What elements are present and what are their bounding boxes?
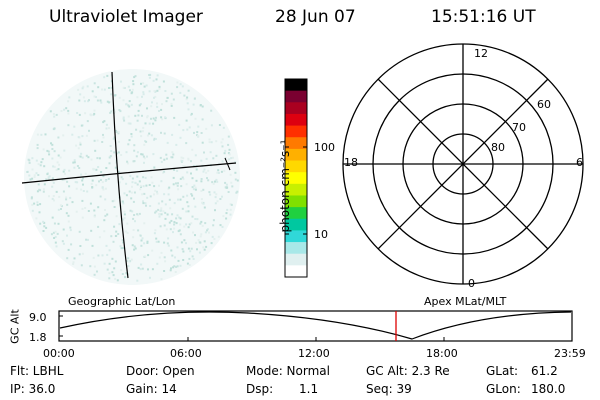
meridian-line [111,71,129,279]
colorbar-segment [285,160,307,173]
time-tick-2359: 23:59 [554,347,586,360]
parallel-line [21,162,237,184]
time-tick-1200: 12:00 [298,347,330,360]
colorbar-frame [284,78,308,278]
colorbar-segment [285,195,307,208]
instrument-title: Ultraviolet Imager [49,7,203,27]
glon-value: 180.0 [531,382,566,396]
colorbar-segment [285,253,307,266]
image-disk [24,69,240,285]
dsp-label: Dsp: [246,382,274,396]
colorbar-segment [285,172,307,185]
ip-info: IP: 36.0 [10,382,56,396]
door-info: Door: Open [126,364,195,378]
colorbar-label-100: 100 [314,141,335,154]
timeline-panel [58,310,573,342]
colorbar-segment [285,242,307,255]
colorbar-segment [285,90,307,103]
colorbar-segment [285,230,307,243]
geographic-image [21,69,240,285]
glat-label: GLat: [486,364,519,378]
seq-info: Seq: 39 [366,382,412,396]
glon-label: GLon: [486,382,521,396]
colorbar-segment [285,125,307,138]
colorbar-segment [285,102,307,115]
colorbar-segment [285,137,307,150]
date-label: 28 Jun 07 [275,7,356,27]
timeline-ytick-bottom: 1.8 [29,331,47,344]
time-tick-0600: 06:00 [170,347,202,360]
colorbar-segment [285,148,307,162]
colorbar-segment [285,207,307,220]
timeline-left-title: Geographic Lat/Lon [68,295,176,308]
colorbar-units: photon cm⁻²s⁻¹ [278,139,292,233]
timeline-ytick-top: 9.0 [29,311,47,324]
mlt-label-6: 6 [576,156,583,169]
mlat-label-60: 60 [537,98,551,111]
timeline-ylabel: GC Alt [8,309,22,344]
colorbar-segment [285,183,307,197]
time-tick-0000: 00:00 [43,347,75,360]
altitude-curve [59,311,572,340]
filter-info: Flt: LBHL [10,364,64,378]
timeline-right-title: Apex MLat/MLT [424,295,507,308]
colorbar-segment [285,79,307,92]
colorbar-label-10: 10 [314,228,328,241]
colorbar-segment [285,265,307,278]
dsp-value: 1.1 [299,382,319,396]
mlt-label-12: 12 [474,47,488,60]
gc-alt-info: GC Alt: 2.3 Re [366,364,450,378]
mlt-label-0: 0 [468,277,475,290]
mlt-label-18: 18 [344,156,358,169]
glat-value: 61.2 [531,364,558,378]
colorbar-segment [285,218,307,232]
mlat-label-80: 80 [491,141,505,154]
time-label: 15:51:16 UT [431,7,536,27]
parallel-tick [224,157,231,171]
mode-info: Mode: Normal [246,364,330,378]
gain-info: Gain: 14 [126,382,177,396]
colorbar-segment [285,113,307,127]
colorbar [284,78,308,278]
polar-diagonal-2 [377,78,549,250]
mlat-label-70: 70 [512,121,526,134]
polar-plot [342,43,584,285]
time-tick-1800: 18:00 [426,347,458,360]
